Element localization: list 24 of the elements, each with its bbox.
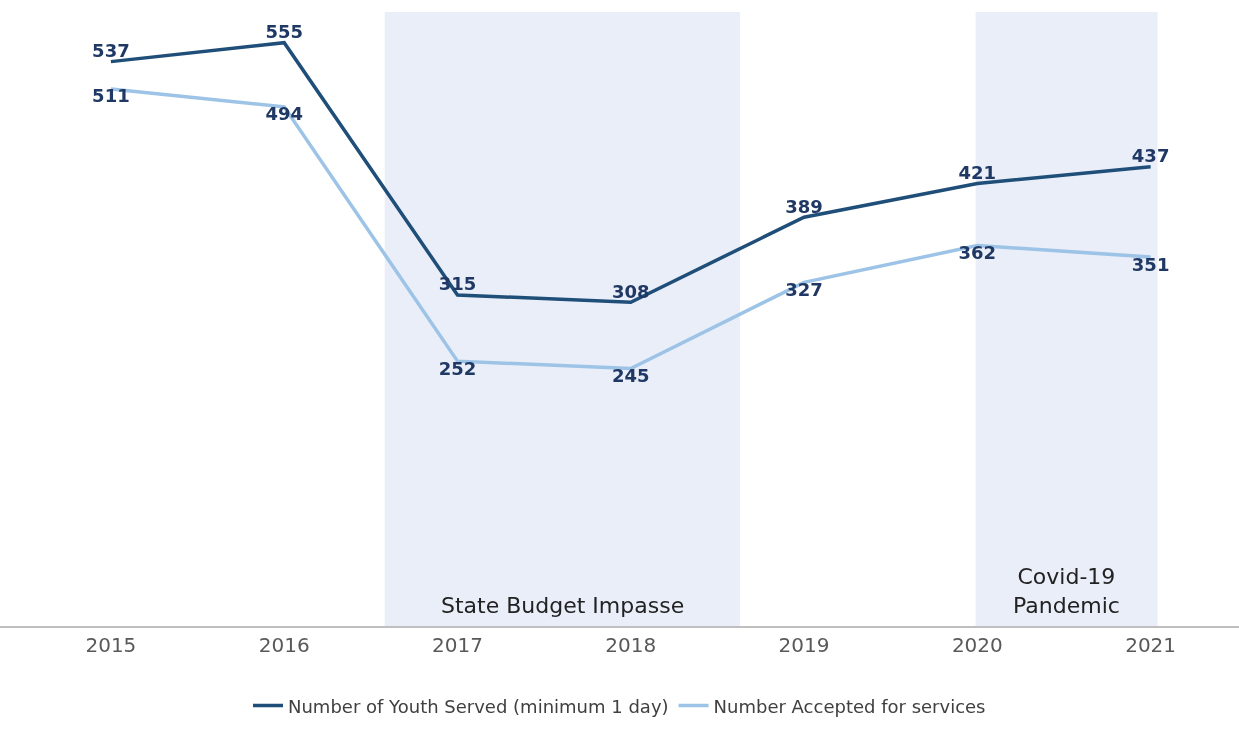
data-label: 252 — [438, 357, 477, 379]
x-tick-label: 2020 — [951, 633, 1003, 657]
data-label: 511 — [92, 85, 130, 107]
data-label: 555 — [265, 21, 303, 43]
data-label: 327 — [785, 278, 823, 300]
band-label: State Budget Impasse — [441, 593, 685, 618]
data-label: 362 — [958, 242, 997, 264]
data-label: 389 — [785, 195, 823, 217]
data-label: 245 — [611, 365, 650, 387]
data-label: 494 — [265, 103, 303, 125]
legend-label: Number of Youth Served (minimum 1 day) — [288, 695, 669, 717]
x-tick-label: 2018 — [605, 633, 657, 657]
x-tick-label: 2017 — [432, 633, 483, 657]
x-tick-label: 2016 — [258, 633, 310, 657]
x-tick-label: 2019 — [778, 633, 830, 657]
x-tick-label: 2015 — [85, 633, 137, 657]
band-label: Covid-19 Pandemic — [1013, 564, 1120, 618]
x-tick-label: 2021 — [1125, 633, 1177, 657]
data-label: 421 — [958, 162, 997, 184]
data-label: 351 — [1131, 253, 1170, 275]
data-label: 437 — [1131, 145, 1170, 167]
data-label: 308 — [611, 280, 650, 302]
data-label: 537 — [92, 40, 130, 62]
legend-label: Number Accepted for services — [713, 695, 986, 717]
